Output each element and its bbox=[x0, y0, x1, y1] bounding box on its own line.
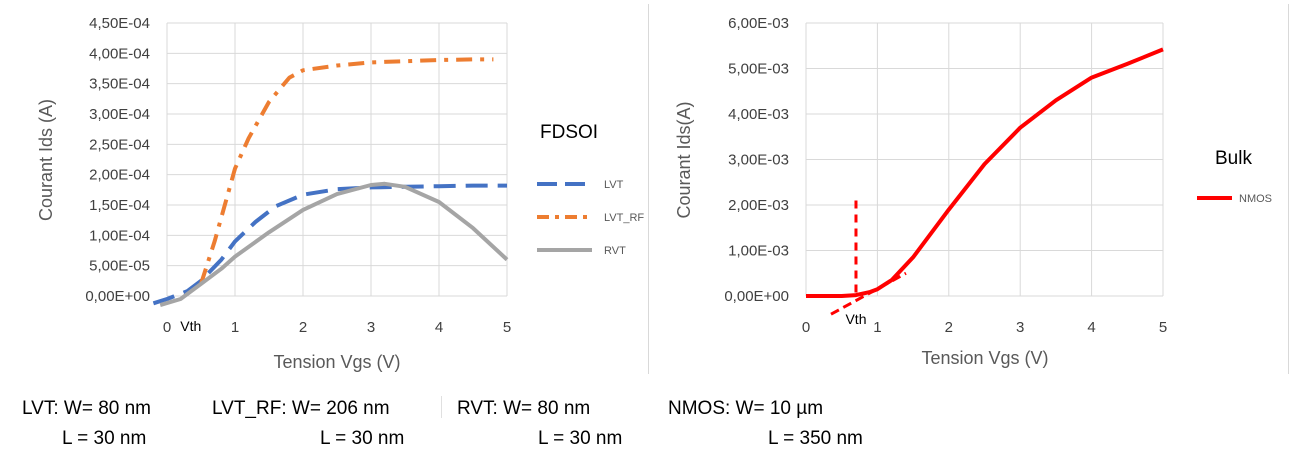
x-tick-label: 3 bbox=[367, 319, 375, 336]
y-axis-title: Courant Ids (A) bbox=[36, 99, 56, 221]
y-tick-label: 1,00E-04 bbox=[89, 227, 150, 244]
panel-divider bbox=[648, 4, 649, 374]
y-tick-label: 2,00E-04 bbox=[89, 167, 150, 184]
x-tick-label: 1 bbox=[873, 319, 881, 336]
x-tick-label: 5 bbox=[1159, 319, 1167, 336]
series-line-lvt bbox=[152, 183, 507, 306]
y-axis-title: Courant Ids(A) bbox=[674, 101, 694, 218]
y-tick-label: 3,00E-04 bbox=[89, 106, 150, 123]
x-tick-label: 3 bbox=[1016, 319, 1024, 336]
spec-lvt-w: LVT: W= 80 nm bbox=[22, 398, 152, 419]
x-axis-title: Tension Vgs (V) bbox=[273, 352, 400, 372]
spec-nmos-l: L = 350 nm bbox=[768, 428, 863, 449]
x-tick-label: 4 bbox=[1087, 319, 1095, 336]
vth-annotation: Vth bbox=[180, 318, 201, 334]
legend-title: FDSOI bbox=[540, 122, 598, 143]
series-line-nmos bbox=[806, 47, 1164, 298]
series-line-rvt bbox=[159, 181, 509, 308]
x-axis-title: Tension Vgs (V) bbox=[921, 348, 1048, 368]
x-tick-label: 0 bbox=[802, 319, 810, 336]
legend-title: Bulk bbox=[1215, 148, 1252, 169]
y-tick-label: 5,00E-03 bbox=[728, 61, 789, 78]
spec-lvt-rf-w: LVT_RF: W= 206 nm bbox=[212, 398, 390, 419]
legend-entry: LVT_RF bbox=[604, 212, 644, 224]
spec-lvt-rf-l: L = 30 nm bbox=[320, 428, 405, 449]
spec-rvt-l: L = 30 nm bbox=[538, 428, 623, 449]
y-tick-label: 2,00E-03 bbox=[728, 197, 789, 214]
legend-entry: RVT bbox=[604, 245, 626, 257]
y-tick-label: 5,00E-05 bbox=[89, 258, 150, 275]
y-tick-label: 0,00E+00 bbox=[85, 288, 150, 305]
y-tick-label: 1,00E-03 bbox=[728, 243, 789, 260]
y-tick-label: 1,50E-04 bbox=[89, 197, 150, 214]
panel-border-right bbox=[1288, 4, 1289, 374]
bulk-chart: 0,00E+00 1,00E-03 2,00E-03 3,00E-03 4,00E-03… bbox=[674, 15, 1272, 368]
x-tick-label: 5 bbox=[503, 319, 511, 336]
y-tick-label: 3,50E-04 bbox=[89, 76, 150, 93]
x-tick-label: 0 bbox=[163, 319, 171, 336]
fdsoi-chart: 0,00E+00 5,00E-05 1,00E-04 1,50E-04 2,00E-04… bbox=[36, 15, 644, 372]
y-tick-label: 4,00E-04 bbox=[89, 45, 150, 62]
x-tick-label: 2 bbox=[945, 319, 953, 336]
x-tick-label: 2 bbox=[299, 319, 307, 336]
x-tick-label: 1 bbox=[231, 319, 239, 336]
legend-entry: NMOS bbox=[1239, 193, 1272, 205]
spec-rvt-w: RVT: W= 80 nm bbox=[457, 398, 591, 419]
spec-lvt-l: L = 30 nm bbox=[62, 428, 147, 449]
series-line-lvt-rf bbox=[199, 57, 494, 285]
y-tick-label: 2,50E-04 bbox=[89, 136, 150, 153]
y-tick-label: 4,50E-04 bbox=[89, 15, 150, 32]
y-tick-label: 4,00E-03 bbox=[728, 106, 789, 123]
spec-nmos-w: NMOS: W= 10 µm bbox=[668, 398, 824, 419]
vth-annotation: Vth bbox=[845, 311, 866, 327]
y-tick-label: 0,00E+00 bbox=[724, 288, 789, 305]
x-tick-label: 4 bbox=[435, 319, 443, 336]
spec-separator bbox=[441, 396, 442, 418]
y-tick-label: 3,00E-03 bbox=[728, 152, 789, 169]
y-tick-label: 6,00E-03 bbox=[728, 15, 789, 32]
legend-entry: LVT bbox=[604, 179, 624, 191]
